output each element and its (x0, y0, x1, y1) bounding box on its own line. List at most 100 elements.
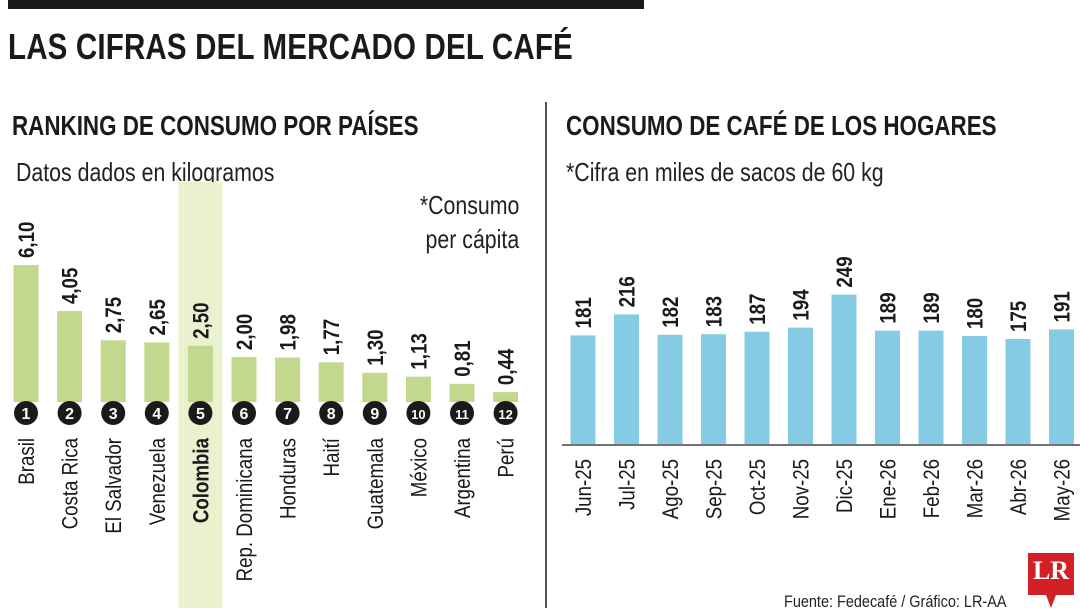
country-label: Colombia (190, 437, 214, 523)
ranking-bar (275, 357, 301, 402)
rank-number: 6 (240, 406, 249, 423)
rank-badge (14, 401, 38, 425)
rank-badge (57, 401, 82, 425)
rank-number: 9 (370, 406, 379, 423)
households-bar (788, 327, 813, 444)
month-label: May-26 (1051, 459, 1075, 521)
rank-badge (101, 401, 126, 425)
month-label: Ene-26 (877, 459, 901, 519)
country-label: Honduras (277, 438, 301, 519)
ranking-value-label: 1,13 (408, 333, 432, 369)
month-label: Sep-25 (703, 459, 727, 519)
ranking-bar (493, 392, 519, 402)
ranking-bar (231, 357, 257, 402)
households-value-label: 183 (703, 296, 727, 327)
rank-number: 5 (196, 406, 205, 423)
rank-badge (406, 401, 431, 425)
households-value-label: 180 (964, 298, 988, 329)
ranking-units-note: Datos dados en kilogramos (16, 157, 275, 187)
per-capita-note: *Consumo per cápita (384, 188, 519, 256)
country-label: Rep. Dominicana (234, 437, 258, 581)
households-value-label: 191 (1051, 291, 1075, 322)
ranking-value-label: 2,00 (234, 314, 258, 350)
lr-logo: LR (1028, 553, 1074, 608)
households-bar (1005, 339, 1031, 444)
country-label: Perú (495, 438, 519, 477)
rank-badge (362, 401, 387, 425)
ranking-bar (144, 342, 170, 402)
ranking-value-label: 2,65 (146, 299, 170, 335)
ranking-title: RANKING DE CONSUMO POR PAÍSES (12, 110, 419, 141)
ranking-value-label: 1,30 (364, 329, 388, 365)
top-rule (8, 0, 644, 9)
households-bar (962, 336, 987, 444)
per-capita-note-line1: *Consumo (419, 190, 519, 220)
country-label: Costa Rica (59, 437, 83, 529)
households-value-label: 216 (616, 276, 640, 307)
ranking-value-label: 2,75 (103, 297, 127, 333)
rank-number: 8 (327, 406, 336, 423)
rank-badge (493, 401, 518, 425)
rank-number: 7 (283, 406, 292, 423)
households-bar (1049, 329, 1074, 444)
rank-number: 1 (22, 406, 31, 423)
lr-logo-text: LR (1032, 556, 1070, 585)
country-label: Argentina (452, 437, 476, 518)
households-value-label: 187 (747, 294, 771, 325)
ranking-bar (100, 340, 126, 402)
households-value-label: 182 (660, 297, 684, 328)
ranking-value-label: 0,81 (452, 340, 476, 376)
country-label: Guatemala (364, 437, 388, 529)
households-value-label: 189 (877, 292, 901, 323)
households-value-label: 194 (790, 289, 814, 321)
month-label: Dic-25 (834, 459, 858, 513)
rank-badge (275, 401, 300, 425)
source-credit: Fuente: Fedecafé / Gráfico: LR-AA (784, 592, 1007, 611)
ranking-value-label: 0,44 (495, 348, 519, 385)
ranking-value-label: 6,10 (16, 222, 40, 258)
ranking-bar (57, 311, 83, 402)
households-bar (918, 330, 944, 444)
households-value-label: 175 (1008, 301, 1032, 332)
rank-badge (232, 401, 256, 425)
country-label: Brasil (16, 438, 40, 485)
month-label: Feb-26 (921, 459, 945, 518)
country-label: Haití (321, 438, 345, 477)
ranking-value-label: 2,50 (190, 302, 214, 338)
ranking-bar (13, 265, 39, 402)
households-bar (701, 334, 726, 444)
households-title: CONSUMO DE CAFÉ DE LOS HOGARES (566, 110, 997, 141)
page-title: LAS CIFRAS DEL MERCADO DEL CAFÉ (8, 26, 573, 67)
ranking-chart: 6,10 1 Brasil 4,05 2 Costa Rica 2,75 3 El Salvad… (13, 182, 519, 608)
households-value-label: 181 (573, 297, 597, 328)
ranking-bar (187, 345, 213, 402)
ranking-bar (318, 362, 344, 402)
ranking-value-label: 4,05 (59, 268, 83, 304)
ranking-value-label: 1,77 (321, 319, 345, 355)
households-bar (657, 334, 683, 444)
households-bar (614, 314, 639, 444)
households-value-label: 249 (834, 256, 858, 287)
rank-number: 12 (498, 407, 512, 422)
section-divider (545, 102, 547, 608)
rank-badge (319, 401, 344, 425)
ranking-bar (362, 372, 388, 402)
households-bar (875, 330, 900, 444)
rank-number: 3 (109, 406, 118, 423)
rank-number: 2 (65, 406, 74, 423)
month-label: Abr-26 (1008, 459, 1032, 515)
ranking-bar (449, 383, 475, 402)
households-units-note: *Cifra en miles de sacos de 60 kg (566, 157, 884, 187)
rank-badge (188, 401, 213, 425)
month-label: Ago-25 (660, 459, 684, 519)
households-value-label: 189 (921, 292, 945, 323)
month-label: Nov-25 (790, 459, 814, 519)
month-label: Jun-25 (573, 459, 597, 516)
country-label: El Salvador (103, 438, 127, 534)
country-label: México (408, 438, 432, 497)
rank-number: 4 (152, 406, 161, 423)
rank-number: 10 (411, 407, 425, 422)
month-label: Oct-25 (747, 459, 771, 515)
rank-badge (450, 401, 474, 425)
